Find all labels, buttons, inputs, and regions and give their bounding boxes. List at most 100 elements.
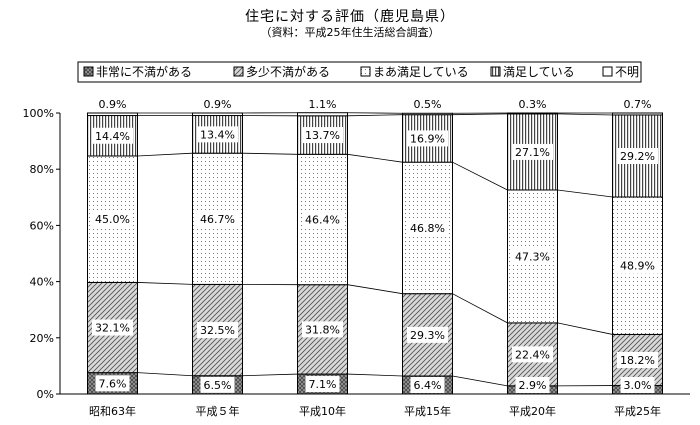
data-label: 32.5%	[200, 324, 235, 337]
x-axis: 昭和63年 平成５年 平成10年 平成15年 平成20年 平成25年	[60, 393, 690, 418]
data-label: 0.9%	[204, 98, 232, 111]
connector-line	[347, 114, 403, 117]
data-label-bg	[617, 257, 658, 274]
data-label: 32.1%	[95, 322, 130, 335]
connector-line	[557, 113, 613, 116]
bar-segment	[612, 112, 663, 116]
data-label-bg	[92, 319, 133, 336]
connector-line	[347, 153, 403, 163]
data-label: 46.8%	[410, 222, 445, 235]
data-label-bg	[515, 377, 550, 393]
data-label: 29.2%	[620, 150, 655, 163]
legend-swatch	[360, 66, 371, 77]
data-label: 13.4%	[200, 128, 235, 141]
y-tick-label: 80%	[30, 163, 54, 176]
bars	[87, 112, 663, 395]
data-label-bg	[512, 346, 553, 363]
connector-line	[347, 112, 403, 114]
connector-line	[452, 113, 508, 116]
legend-label: 不明	[615, 65, 639, 79]
connector-line	[557, 189, 613, 198]
x-tick-label: 平成25年	[614, 404, 661, 418]
x-tick-label: 平成10年	[299, 404, 346, 418]
y-tick-label: 60%	[30, 219, 54, 232]
x-tick-label: 平成15年	[404, 404, 451, 418]
data-label: 0.5%	[414, 98, 442, 111]
legend-label: 非常に不満がある	[96, 64, 192, 79]
legend-swatch	[602, 66, 613, 77]
y-axis: 0% 20% 40% 60% 80% 100%	[23, 107, 61, 401]
bar-segment	[297, 112, 348, 117]
x-tick-label: 昭和63年	[89, 404, 136, 418]
data-label: 0.7%	[624, 98, 652, 111]
data-label-bg	[302, 321, 343, 338]
y-tick-label: 0%	[37, 388, 54, 401]
data-label: 3.0%	[624, 379, 652, 392]
connector-line	[347, 373, 403, 377]
data-label-bg	[197, 210, 238, 227]
chart-subtitle: （資料：平成25年住生活総合調査）	[260, 26, 440, 39]
data-label: 29.3%	[410, 329, 445, 342]
connector-line	[242, 373, 298, 377]
connector-line	[452, 293, 508, 324]
data-label: 14.4%	[95, 130, 130, 143]
data-label: 16.9%	[410, 132, 445, 145]
bar-segment	[507, 112, 558, 115]
data-label: 1.1%	[309, 98, 337, 111]
data-label-bg	[407, 219, 448, 236]
data-label: 18.2%	[620, 354, 655, 367]
data-label-bg	[407, 326, 448, 343]
x-tick-label: 平成５年	[196, 404, 240, 418]
legend-swatch	[83, 66, 94, 77]
data-label-bg	[302, 127, 343, 144]
data-label-bg	[200, 376, 235, 393]
legend-label: 多少不満がある	[246, 64, 330, 79]
data-label: 0.9%	[99, 98, 127, 111]
connector-line	[347, 284, 403, 295]
y-tick-label: 20%	[30, 332, 54, 345]
chart-title: 住宅に対する評価（鹿児島県）	[245, 9, 455, 25]
connector-line	[137, 152, 193, 157]
data-label-bg	[92, 211, 133, 228]
data-label: 27.1%	[515, 146, 550, 159]
y-tick-label: 100%	[23, 107, 54, 120]
data-label: 13.7%	[305, 129, 340, 142]
data-label: 7.6%	[99, 377, 127, 390]
connector-line	[242, 152, 298, 155]
data-label-bg	[95, 375, 130, 392]
x-tick-label: 平成20年	[509, 404, 556, 418]
bar-segment	[87, 112, 138, 117]
data-label: 31.8%	[305, 323, 340, 336]
data-label-bg	[512, 248, 553, 265]
data-label: 48.9%	[620, 260, 655, 273]
data-label: 47.3%	[515, 250, 550, 263]
data-label-bg	[617, 147, 658, 164]
legend-swatch	[233, 66, 244, 77]
data-label-bg	[197, 126, 238, 143]
connector-line	[137, 282, 193, 285]
data-label-bg	[305, 376, 340, 393]
connector-line	[557, 322, 613, 335]
data-label-bg	[92, 127, 133, 144]
data-label: 46.4%	[305, 213, 340, 226]
data-label: 2.9%	[519, 379, 547, 392]
data-label: 0.3%	[519, 98, 547, 111]
data-label: 46.7%	[200, 213, 235, 226]
data-label-bg	[620, 377, 655, 393]
legend-label: 満足している	[503, 65, 575, 79]
data-label: 6.5%	[204, 379, 232, 392]
legend: 非常に不満がある 多少不満がある まあ満足している 満足している 不明	[83, 64, 639, 79]
connector-line	[137, 372, 193, 377]
connector-line	[452, 161, 508, 191]
data-label-bg	[302, 211, 343, 228]
data-label-bg	[410, 377, 445, 393]
bar-segment	[402, 112, 453, 116]
connector-lines	[137, 112, 613, 387]
data-labels: 7.6% 32.1% 45.0% 14.4% 0.9% 6.5% 32.5% 46.7% 13.…	[92, 98, 658, 393]
data-label: 22.4%	[515, 348, 550, 361]
bar-segment	[192, 112, 243, 117]
data-label-bg	[197, 322, 238, 339]
data-label: 6.4%	[414, 379, 442, 392]
legend-swatch	[490, 66, 501, 77]
data-label: 45.0%	[95, 213, 130, 226]
